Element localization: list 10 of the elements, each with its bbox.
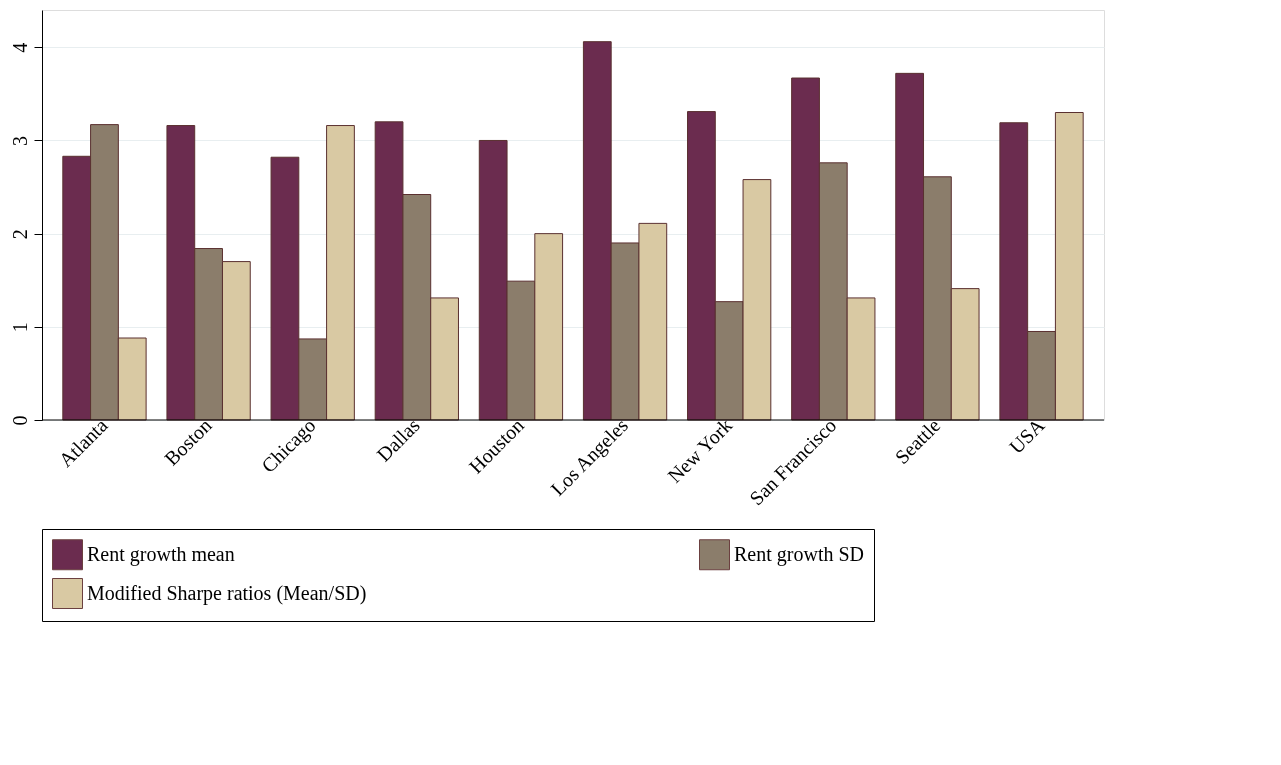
x-tick-label: USA	[1004, 413, 1049, 458]
y-tick-label: 3	[8, 135, 31, 146]
y-tick-label: 1	[8, 322, 31, 333]
legend-label: Modified Sharpe ratios (Mean/SD)	[87, 581, 367, 605]
legend-label: Rent growth mean	[87, 542, 235, 566]
y-tick-label: 4	[8, 42, 31, 53]
legend-label: Rent growth SD	[734, 542, 864, 566]
x-tick-label: New York	[663, 414, 737, 487]
y-tick-label: 0	[8, 415, 31, 426]
y-tick-label: 2	[8, 229, 31, 240]
